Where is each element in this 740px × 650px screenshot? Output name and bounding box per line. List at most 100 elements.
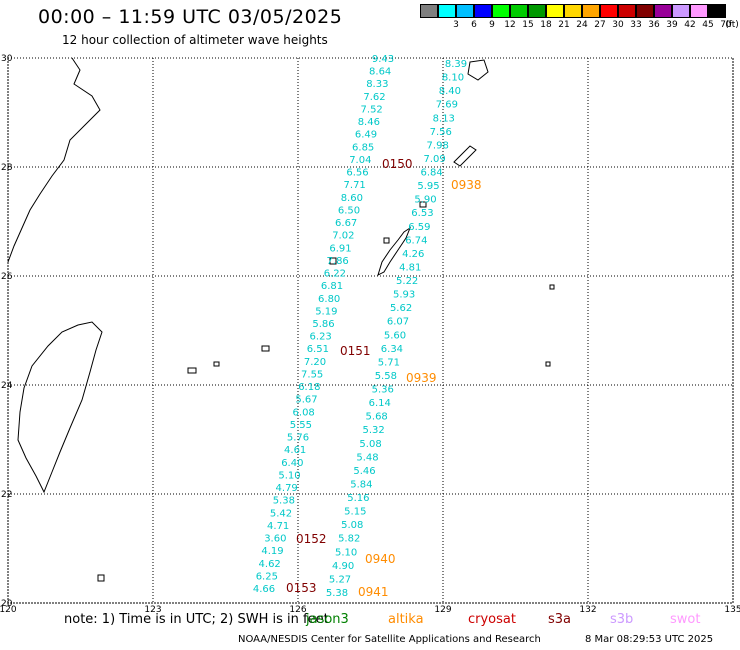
legend-ticks: 3 6 9 12 15 18 21 24 27 30 33 36 39 42 45 70 (ft) (420, 18, 739, 32)
legend-swatch (564, 4, 582, 18)
wave-height-value: 5.46 (353, 466, 375, 477)
wave-height-value: 8.40 (439, 86, 461, 97)
legend-tick-label: 30 (612, 20, 624, 30)
pass-time-label: 0939 (406, 371, 437, 385)
lat-tick-label: 30 (1, 54, 13, 64)
legend-swatch (654, 4, 672, 18)
wave-height-value: 7.71 (344, 180, 366, 191)
wave-height-value: 6.53 (411, 208, 433, 219)
wave-height-value: 5.19 (315, 306, 337, 317)
wave-height-value: 7.04 (349, 155, 371, 166)
satellite-legend-item: s3a (548, 612, 572, 627)
china-coastline (7, 57, 101, 263)
lon-tick-label: 129 (434, 605, 451, 615)
legend-swatch (672, 4, 690, 18)
wave-height-value: 4.66 (253, 584, 275, 595)
legend-swatch (474, 4, 492, 18)
legend-swatch (546, 4, 564, 18)
credit-line: NOAA/NESDIS Center for Satellite Applica… (238, 634, 541, 645)
wave-height-value: 7.52 (361, 104, 383, 115)
island (549, 284, 555, 290)
legend-swatch (690, 4, 708, 18)
legend-tick-label: 45 (702, 20, 714, 30)
wave-height-value: 8.13 (433, 113, 455, 124)
wave-height-value: 6.18 (298, 382, 320, 393)
wave-height-value: 6.34 (381, 344, 403, 355)
wave-height-value: 6.67 (335, 218, 357, 229)
wave-height-value: 6.84 (420, 168, 442, 179)
pass-time-label: 0941 (358, 585, 389, 599)
lat-tick-label: 20 (1, 599, 13, 609)
legend-swatch (528, 4, 546, 18)
wave-height-value: 8.64 (369, 67, 391, 78)
wave-height-value: 6.23 (310, 332, 332, 343)
wave-height-value: 7.20 (304, 357, 326, 368)
taiwan-coastline (17, 321, 103, 494)
wave-height-value: 5.76 (287, 433, 309, 444)
legend-swatch (708, 4, 726, 18)
legend-swatch (510, 4, 528, 18)
wave-height-value: 5.84 (350, 479, 372, 490)
wave-height-value: 5.67 (295, 395, 317, 406)
wave-height-value: 5.68 (366, 412, 388, 423)
color-legend: 3 6 9 12 15 18 21 24 27 30 33 36 39 42 45 70 (ft) (420, 4, 739, 32)
wave-height-value: 4.61 (284, 445, 306, 456)
legend-tick-label: 36 (648, 20, 660, 30)
legend-unit-label: (ft) (725, 20, 739, 30)
wave-height-value: 4.79 (276, 483, 298, 494)
island (261, 345, 270, 352)
pass-time-label: 0151 (340, 344, 371, 358)
wave-height-value: 5.08 (341, 520, 363, 531)
legend-tick-label: 24 (576, 20, 588, 30)
map-frame (7, 57, 734, 604)
wave-height-value: 4.90 (332, 561, 354, 572)
wave-height-value: 5.86 (312, 319, 334, 330)
wave-height-value: 8.39 (445, 59, 467, 70)
pass-time-label: 0940 (365, 552, 396, 566)
wave-height-value: 7.86 (327, 256, 349, 267)
wave-height-value: 7.02 (332, 231, 354, 242)
satellite-legend-item: swot (670, 612, 701, 627)
wave-height-value: 7.69 (436, 100, 458, 111)
lon-tick-label: 135 (724, 605, 740, 615)
generated-timestamp: 8 Mar 08:29:53 UTC 2025 (585, 634, 714, 645)
wave-height-value: 6.74 (405, 235, 427, 246)
wave-height-value: 5.71 (378, 357, 400, 368)
legend-swatch (600, 4, 618, 18)
legend-tick-label: 12 (504, 20, 516, 30)
wave-height-value: 5.55 (290, 420, 312, 431)
wave-height-value: 5.27 (329, 574, 351, 585)
chart-subtitle: 12 hour collection of altimeter wave hei… (62, 33, 328, 47)
wave-height-value: 8.33 (366, 79, 388, 90)
island (213, 361, 220, 367)
footer-note: note: 1) Time is in UTC; 2) SWH is in fe… (64, 612, 329, 627)
wave-height-value: 5.82 (338, 534, 360, 545)
wave-height-value: 5.08 (359, 439, 381, 450)
wave-height-value: 6.85 (352, 142, 374, 153)
island (97, 574, 105, 582)
lon-tick-label: 126 (289, 605, 306, 615)
wave-height-value: 6.40 (281, 458, 303, 469)
legend-tick-label: 18 (540, 20, 552, 30)
legend-swatch (636, 4, 654, 18)
wave-height-value: 4.81 (399, 262, 421, 273)
wave-height-value: 7.56 (430, 127, 452, 138)
wave-height-value: 5.10 (335, 547, 357, 558)
wave-height-value: 6.59 (408, 222, 430, 233)
coastline-layer (7, 57, 555, 582)
wave-height-value: 5.62 (390, 303, 412, 314)
pass-time-label: 0938 (451, 178, 482, 192)
satellite-legend-item: s3b (610, 612, 634, 627)
legend-tick-label: 9 (489, 20, 495, 30)
wave-height-value: 5.10 (278, 470, 300, 481)
wave-height-value: 5.36 (372, 385, 394, 396)
legend-tick-label: 27 (594, 20, 606, 30)
legend-swatch (456, 4, 474, 18)
wave-height-value: 5.38 (326, 588, 348, 599)
wave-height-value: 5.60 (384, 330, 406, 341)
legend-swatch (420, 4, 438, 18)
legend-tick-label: 3 (453, 20, 459, 30)
legend-swatch (438, 4, 456, 18)
island (383, 237, 390, 244)
